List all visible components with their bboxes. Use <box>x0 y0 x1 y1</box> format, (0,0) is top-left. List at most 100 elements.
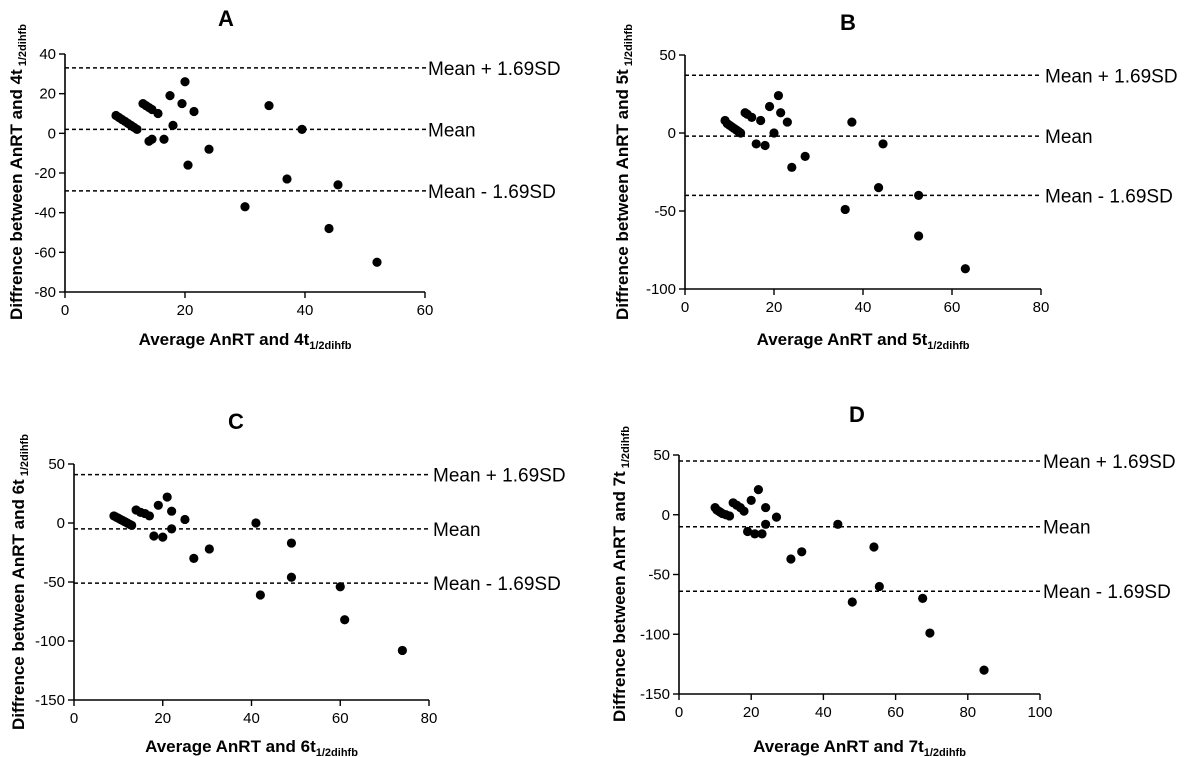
x-tick-label: 40 <box>855 299 872 316</box>
y-tick-label: -40 <box>34 205 56 222</box>
data-point <box>149 531 159 541</box>
y-tick-label: -150 <box>640 686 670 703</box>
y-tick-label: -100 <box>35 633 65 650</box>
data-point <box>153 108 163 119</box>
reference-line-label: Mean + 1.69SD <box>1043 452 1176 473</box>
data-point <box>177 98 187 109</box>
data-point <box>769 128 779 138</box>
data-point <box>914 231 924 241</box>
data-point <box>189 106 199 117</box>
data-point <box>340 615 350 625</box>
y-tick-label: -60 <box>34 244 56 261</box>
x-tick-label: 80 <box>1033 299 1050 316</box>
data-point <box>286 538 297 548</box>
data-point <box>914 190 924 200</box>
x-tick-label: 80 <box>959 704 976 721</box>
data-point <box>773 90 784 101</box>
x-tick-label: 20 <box>154 710 171 727</box>
data-point <box>189 553 199 564</box>
y-tick-label: 50 <box>653 447 670 464</box>
data-point <box>282 174 292 184</box>
x-axis-title: Average AnRT and 7t1/2dihfb <box>753 737 966 757</box>
data-point <box>264 100 274 111</box>
x-tick-label: 20 <box>766 299 783 316</box>
data-point <box>874 581 884 592</box>
data-point <box>960 264 970 274</box>
data-point <box>240 202 250 212</box>
data-point <box>746 495 756 506</box>
data-point <box>782 117 792 127</box>
data-point <box>797 547 807 557</box>
reference-line-label: Mean + 1.69SD <box>433 466 566 487</box>
data-point <box>397 645 407 656</box>
x-tick-label: 40 <box>815 704 832 721</box>
data-point <box>800 151 810 161</box>
x-tick-label: 0 <box>675 704 683 721</box>
data-point <box>776 108 786 118</box>
reference-line-label: Mean <box>1045 127 1093 148</box>
data-point <box>165 91 175 101</box>
data-point <box>180 514 190 525</box>
y-tick-label: 20 <box>39 86 56 103</box>
data-point <box>297 124 307 134</box>
panel-b: B -100 -50 0 50 0 20 40 60 80 Mean + 1.69SD Mean Mea… <box>613 10 1178 352</box>
y-axis-title: Diffrence between AnRT and 6t 1/2dihfb <box>9 434 31 730</box>
data-point <box>159 134 169 144</box>
x-tick-label: 60 <box>332 710 349 727</box>
x-tick-label: 60 <box>417 302 434 319</box>
data-point <box>335 582 345 592</box>
data-point <box>324 223 334 234</box>
data-point <box>739 506 749 516</box>
data-point <box>918 593 928 604</box>
data-point <box>162 492 172 502</box>
y-tick-label: -50 <box>43 574 65 591</box>
y-tick-label: -50 <box>654 203 676 220</box>
x-tick-label: 0 <box>70 710 78 727</box>
y-tick-label: -20 <box>34 165 56 182</box>
x-axis-title: Average AnRT and 4t1/2dihfb <box>139 330 352 352</box>
data-point <box>286 572 297 582</box>
y-tick-label: -50 <box>648 567 670 584</box>
data-point <box>180 77 190 87</box>
reference-line-label: Mean - 1.69SD <box>433 574 561 595</box>
reference-line-label: Mean - 1.69SD <box>428 182 556 203</box>
x-tick-label: 80 <box>421 710 438 727</box>
y-tick-label: 0 <box>57 515 65 532</box>
x-axis-title: Average AnRT and 5t1/2dihfb <box>757 330 970 352</box>
data-point <box>204 544 214 554</box>
data-point <box>761 519 771 529</box>
data-point <box>147 134 157 144</box>
y-tick-label: 40 <box>39 46 56 63</box>
x-tick-label: 40 <box>243 710 260 727</box>
data-point <box>869 542 879 552</box>
y-tick-label: -150 <box>35 692 65 709</box>
data-point <box>251 518 261 528</box>
data-point <box>167 524 177 534</box>
data-point <box>742 526 753 537</box>
data-point <box>771 512 782 522</box>
reference-line-label: Mean - 1.69SD <box>1045 186 1173 207</box>
x-tick-label: 60 <box>944 299 961 316</box>
y-tick-label: -100 <box>640 626 670 643</box>
x-tick-label: 20 <box>177 302 194 319</box>
data-point <box>372 257 382 267</box>
reference-line-label: Mean <box>428 120 476 141</box>
reference-line-label: Mean <box>1043 518 1091 539</box>
data-point <box>127 520 137 530</box>
data-point <box>132 124 142 134</box>
y-tick-label: 0 <box>668 125 676 142</box>
panel-c: C -150 -100 -50 0 50 0 20 40 60 80 Mean + 1.69SD Mea… <box>9 409 566 757</box>
x-tick-label: 100 <box>1027 704 1052 721</box>
reference-line-label: Mean <box>433 520 481 541</box>
reference-line-label: Mean + 1.69SD <box>428 59 561 80</box>
data-point <box>787 162 797 172</box>
data-point <box>925 628 935 638</box>
y-axis-title: Diffrence between AnRT and 4t 1/2dihfb <box>7 24 29 320</box>
data-point <box>760 140 770 151</box>
x-axis-title: Average AnRT and 6t1/2dihfb <box>145 737 358 757</box>
reference-line-label: Mean - 1.69SD <box>1043 582 1171 603</box>
data-point <box>979 665 989 675</box>
data-point <box>751 139 761 149</box>
y-tick-label: 50 <box>659 47 676 64</box>
